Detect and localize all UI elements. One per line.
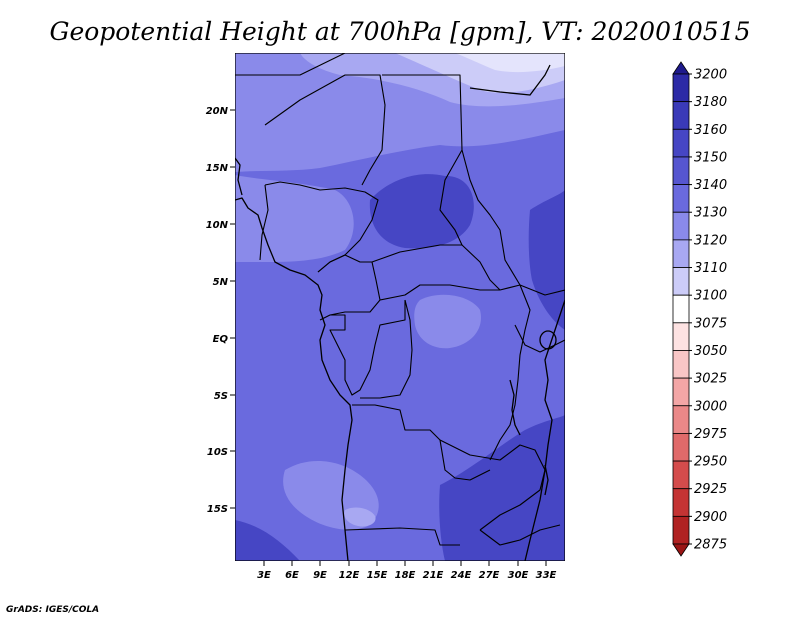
contour-band-3150-center	[369, 174, 474, 249]
colorbar-cell	[672, 322, 690, 351]
lon-label: 12E	[339, 570, 360, 581]
lon-label: 15E	[367, 570, 388, 581]
colorbar-cell	[672, 350, 690, 379]
lon-label: 30E	[508, 570, 529, 581]
colorbar-cell	[672, 128, 690, 158]
border-angola	[352, 404, 491, 481]
lat-label: 10N	[206, 220, 229, 231]
border-west-small	[259, 184, 269, 261]
colorbar-label: 3150	[694, 150, 727, 165]
border-cameroon	[317, 254, 381, 321]
lake-tanganyika	[509, 379, 521, 436]
colorbar-max-triangle	[672, 61, 690, 75]
lon-label: 21E	[423, 570, 444, 581]
colorbar-label: 2950	[694, 455, 727, 470]
colorbar: 3200 3180 3160 3150 3140 3130 3120 3110 3100 3075…	[672, 61, 727, 557]
colorbar-label: 2900	[694, 510, 727, 525]
colorbar-min-triangle	[672, 543, 690, 557]
border-car	[371, 244, 521, 291]
lat-label: 15N	[206, 163, 229, 174]
colorbar-cell	[672, 460, 690, 490]
longitude-axis: 3E 6E 9E 12E 15E 18E 21E 24E 27E 30E 33E	[257, 561, 557, 581]
border-car-south	[379, 284, 500, 301]
colorbar-label: 3075	[694, 316, 727, 331]
coastline-west-africa	[235, 197, 353, 561]
colorbar-label: 3180	[694, 95, 727, 110]
border-east-lakes	[514, 324, 565, 353]
colorbar-cell	[672, 239, 690, 268]
contour-band-3120-south	[344, 507, 376, 527]
colorbar-cell	[672, 377, 690, 407]
contour-band-3100	[455, 53, 565, 73]
border-zambia	[439, 439, 546, 531]
lat-label: 5S	[214, 391, 228, 402]
colorbar-label: 3050	[694, 344, 727, 359]
lon-label: 18E	[395, 570, 416, 581]
lat-label: 5N	[213, 277, 229, 288]
coastline-red-sea	[469, 64, 551, 96]
colorbar-cell	[672, 515, 690, 545]
colorbar-cell	[672, 294, 690, 324]
figure-title: Geopotential Height at 700hPa [gpm], VT:…	[49, 17, 750, 46]
lon-label: 33E	[536, 570, 557, 581]
colorbar-label: 3000	[694, 399, 727, 414]
border-niger-chad	[382, 74, 463, 246]
lake-victoria	[539, 330, 557, 350]
map-panel	[235, 53, 565, 561]
lon-label: 24E	[451, 570, 472, 581]
colorbar-cell	[672, 267, 690, 296]
coastline-northwest	[235, 157, 243, 196]
colorbar-cell	[672, 101, 690, 130]
contour-band-3130-basin	[414, 294, 481, 349]
colorbar-cell	[672, 156, 690, 185]
colorbar-label: 3025	[694, 372, 727, 387]
contour-band-3130-west	[235, 175, 354, 262]
lat-label: EQ	[213, 334, 229, 345]
colorbar-label: 3110	[694, 261, 727, 276]
colorbar-label: 2925	[694, 482, 727, 497]
colorbar-cell	[672, 488, 690, 517]
colorbar-cell	[672, 184, 690, 213]
colorbar-label: 3120	[694, 233, 727, 248]
border-gabon-congo	[329, 300, 406, 396]
colorbar-label: 3130	[694, 206, 727, 221]
colorbar-label: 3140	[694, 178, 727, 193]
colorbar-label: 3200	[694, 68, 727, 83]
border-north-2	[264, 74, 386, 186]
lon-label: 9E	[313, 570, 327, 581]
lat-label: 10S	[207, 447, 228, 458]
border-drc-east	[489, 284, 531, 461]
lon-label: 6E	[285, 570, 299, 581]
border-southeast	[479, 524, 561, 546]
colorbar-label: 3160	[694, 123, 727, 138]
colorbar-label: 2975	[694, 427, 727, 442]
border-drc-north	[360, 299, 413, 399]
lon-label: 3E	[257, 570, 271, 581]
colorbar-label: 2875	[694, 538, 727, 553]
lat-label: 15S	[207, 504, 228, 515]
coastline-east-africa	[524, 299, 565, 561]
lake-malawi	[544, 464, 549, 496]
border-north-1	[235, 53, 346, 76]
colorbar-cell	[672, 73, 690, 103]
grads-credit: GrADS: IGES/COLA	[6, 605, 99, 615]
colorbar-label: 3100	[694, 289, 727, 304]
lon-label: 27E	[479, 570, 500, 581]
colorbar-cell	[672, 433, 690, 462]
border-angola-south	[344, 527, 460, 546]
latitude-axis: 20N 15N 10N 5N EQ 5S 10S 15S	[206, 106, 235, 515]
contour-band-3150-east	[528, 190, 565, 330]
border-sudan	[461, 149, 565, 296]
colorbar-cell	[672, 211, 690, 241]
lat-label: 20N	[206, 106, 229, 117]
contour-band-3150-southwest	[235, 520, 300, 561]
colorbar-cell	[672, 405, 690, 434]
